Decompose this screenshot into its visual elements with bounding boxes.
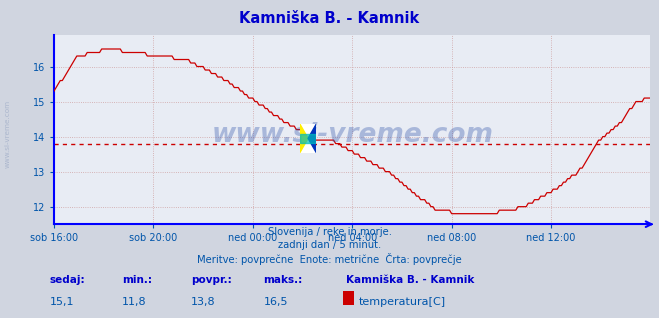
Text: 13,8: 13,8 — [191, 297, 215, 307]
Text: Kamniška B. - Kamnik: Kamniška B. - Kamnik — [346, 275, 474, 285]
Text: povpr.:: povpr.: — [191, 275, 232, 285]
Text: www.si-vreme.com: www.si-vreme.com — [212, 122, 493, 148]
Text: min.:: min.: — [122, 275, 152, 285]
Text: temperatura[C]: temperatura[C] — [359, 297, 446, 307]
Text: www.si-vreme.com: www.si-vreme.com — [4, 100, 11, 168]
Text: maks.:: maks.: — [264, 275, 303, 285]
Text: 15,1: 15,1 — [49, 297, 74, 307]
Text: Meritve: povprečne  Enote: metrične  Črta: povprečje: Meritve: povprečne Enote: metrične Črta:… — [197, 253, 462, 265]
Text: sedaj:: sedaj: — [49, 275, 85, 285]
Polygon shape — [308, 124, 316, 153]
Polygon shape — [300, 134, 316, 142]
Text: 16,5: 16,5 — [264, 297, 288, 307]
Polygon shape — [300, 124, 308, 153]
Text: Kamniška B. - Kamnik: Kamniška B. - Kamnik — [239, 11, 420, 26]
Text: 11,8: 11,8 — [122, 297, 146, 307]
Text: Slovenija / reke in morje.: Slovenija / reke in morje. — [268, 227, 391, 237]
Text: zadnji dan / 5 minut.: zadnji dan / 5 minut. — [278, 240, 381, 250]
